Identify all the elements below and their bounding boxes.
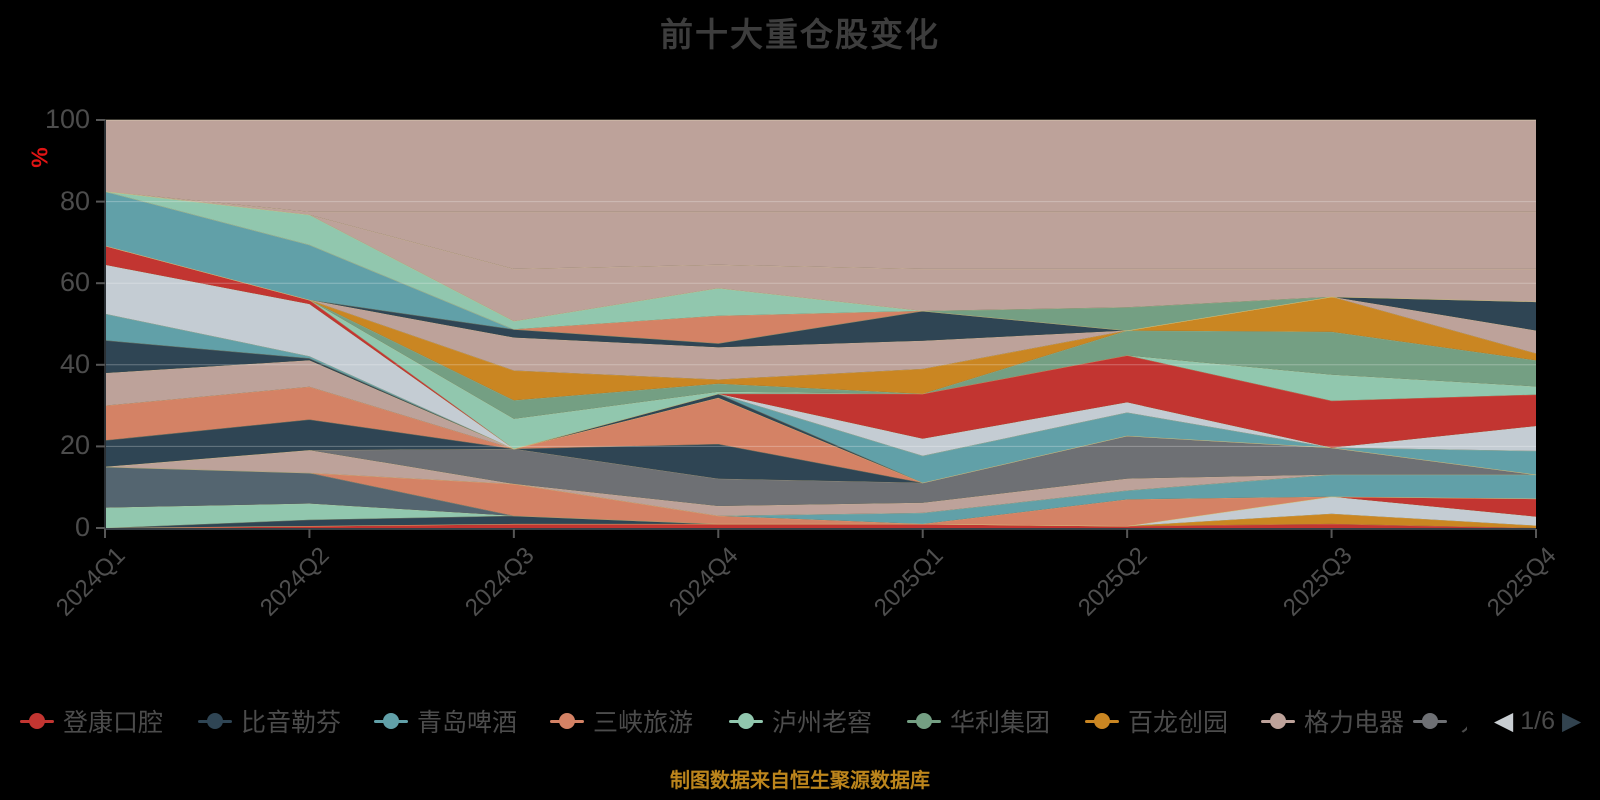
legend-item-label: 青岛啤酒 [417, 709, 518, 737]
area-band-navy-mid1 [105, 419, 1536, 483]
legend-marker-icon [198, 713, 232, 729]
legend-item-sanxia-lvyou[interactable]: 三峡旅游 [550, 700, 693, 742]
y-tick-label-60: 60 [59, 267, 90, 297]
area-band-rose-top-c [105, 120, 1536, 212]
area-band-slate-bottom [105, 466, 1536, 526]
area-band-rose-top-a [105, 191, 1536, 322]
legend-item-biyin-lefen[interactable]: 比音勒芬 [198, 700, 341, 742]
pager-next-icon[interactable]: ▶ [1562, 706, 1582, 735]
y-tick-label-80: 80 [59, 186, 90, 216]
legend-marker-icon [20, 713, 54, 729]
legend-item-label: 登康口腔 [63, 709, 164, 737]
legend-item-label: 百龙创园 [1128, 709, 1229, 737]
area-band-teal-low [105, 466, 1536, 524]
area-band-silver-bottom [105, 496, 1536, 528]
area-band-gold-bottom [105, 513, 1536, 528]
legend-item-label: 三峡旅游 [593, 709, 694, 737]
chart-title: 前十大重仓股变化 [660, 16, 940, 53]
legend-item-geli-dianqi[interactable]: 格力电器 [1261, 700, 1404, 742]
legend-item-dengkang-kouqiang[interactable]: 登康口腔 [20, 700, 163, 742]
legend-marker-icon [729, 713, 763, 729]
legend-item-huali-jituan[interactable]: 华利集团 [907, 700, 1050, 742]
area-band-navy-mid2 [105, 340, 1536, 483]
y-tick-label-40: 40 [59, 349, 90, 379]
pager-prev-icon[interactable]: ◀ [1494, 706, 1514, 735]
area-band-salmon-mid [105, 386, 1536, 483]
area-band-green-mid [105, 245, 1536, 449]
legend-item-label: 华利集团 [950, 709, 1051, 737]
legend-item-truncated[interactable]: 丿 [1413, 700, 1467, 742]
legend-marker-icon [1413, 713, 1447, 729]
area-band-rose-mid1 [105, 360, 1536, 483]
area-band-red-low [105, 496, 1536, 528]
data-source-note: 制图数据来自恒生聚源数据库 [670, 770, 930, 792]
legend-item-label: 格力电器 [1304, 709, 1405, 737]
area-band-silver-mid [105, 264, 1536, 456]
area-band-salmon-low [105, 466, 1536, 526]
pager-page-indicator: 1/6 [1520, 706, 1555, 735]
area-band-navy-bottom [105, 496, 1536, 528]
legend-item-label: 比音勒芬 [241, 709, 342, 737]
legend-item-qingdao-pijiu[interactable]: 青岛啤酒 [374, 700, 517, 742]
y-tick-label-0: 0 [74, 512, 90, 542]
legend-marker-icon [1261, 713, 1295, 729]
area-band-rose-low [105, 450, 1536, 516]
area-band-rose-top-b [105, 191, 1536, 269]
legend: 登康口腔 比音勒芬 青岛啤酒 三峡旅游 泸州老窖 [0, 700, 1600, 746]
area-band-red-bottom [105, 523, 1536, 528]
legend-item-luzhou-laojiao[interactable]: 泸州老窖 [729, 700, 872, 742]
legend-item-label: 泸州老窖 [772, 709, 873, 737]
legend-marker-icon [907, 713, 941, 729]
legend-item-bailong-chuangyuan[interactable]: 百龙创园 [1085, 700, 1228, 742]
area-band-gold-mid [105, 245, 1536, 401]
legend-marker-icon [374, 713, 408, 729]
area-band-green-bottom [105, 496, 1536, 528]
area-band-mgreen-mid [105, 245, 1536, 419]
legend-item-label-truncated: 丿 [1456, 703, 1467, 739]
area-band-rose-mid2 [105, 245, 1536, 380]
legend-marker-icon [550, 713, 584, 729]
legend-pager: ◀ 1/6 ▶ [1494, 700, 1581, 742]
area-band-gray-mid [105, 435, 1536, 506]
area-band-red-mid [105, 245, 1536, 449]
area-band-green-top [105, 191, 1536, 331]
legend-marker-icon [1085, 713, 1119, 729]
y-axis-unit-label: % [26, 147, 53, 168]
y-tick-label-100: 100 [44, 104, 90, 134]
y-tick-label-20: 20 [59, 430, 90, 460]
